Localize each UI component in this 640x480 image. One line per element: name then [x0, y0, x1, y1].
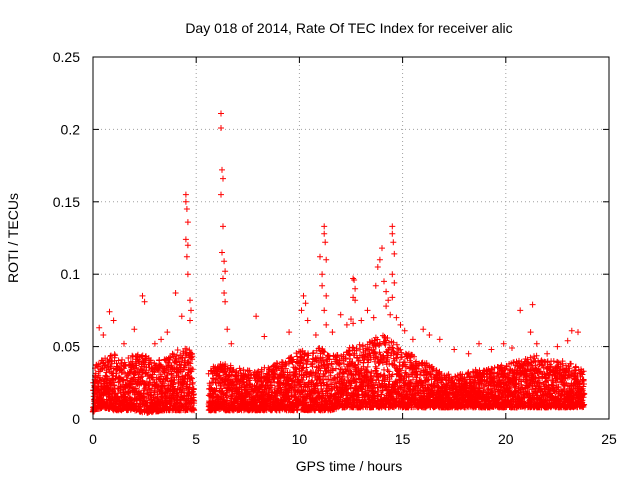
data-point	[96, 374, 103, 381]
data-point	[107, 353, 114, 360]
data-point	[148, 359, 154, 366]
data-point	[156, 357, 163, 363]
data-point	[125, 355, 132, 361]
data-point	[151, 387, 158, 394]
data-point	[113, 373, 119, 380]
data-point	[158, 373, 165, 380]
data-point	[146, 380, 152, 387]
data-point	[134, 400, 141, 407]
data-point	[139, 352, 146, 359]
data-point	[107, 364, 114, 371]
data-point	[119, 356, 125, 363]
data-point	[98, 366, 105, 373]
data-point	[129, 352, 136, 359]
data-point	[133, 362, 140, 369]
data-point	[113, 370, 120, 377]
data-point	[141, 393, 148, 400]
data-point	[138, 374, 144, 381]
data-point	[293, 350, 300, 357]
data-point	[112, 352, 119, 359]
data-points	[89, 110, 588, 416]
grid-lines	[93, 57, 609, 419]
